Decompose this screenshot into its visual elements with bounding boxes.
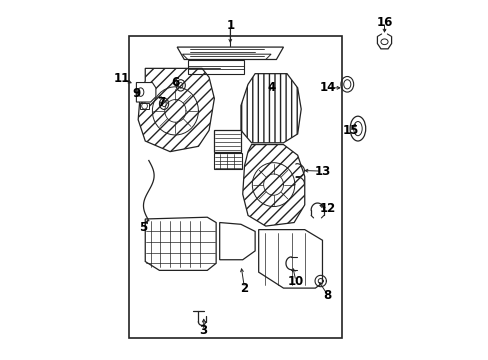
Polygon shape	[214, 153, 241, 169]
Bar	[129, 36, 341, 338]
Polygon shape	[242, 145, 304, 226]
Polygon shape	[258, 230, 322, 288]
Polygon shape	[219, 222, 255, 260]
Text: 4: 4	[266, 81, 275, 94]
Text: 8: 8	[323, 289, 331, 302]
Text: 13: 13	[314, 165, 330, 177]
Polygon shape	[241, 74, 301, 143]
Text: 10: 10	[287, 275, 304, 288]
Text: 9: 9	[132, 87, 140, 100]
Text: 5: 5	[139, 221, 147, 234]
Polygon shape	[145, 217, 216, 270]
Polygon shape	[214, 130, 241, 152]
Text: 15: 15	[342, 124, 358, 137]
Text: 1: 1	[226, 19, 234, 32]
Text: 16: 16	[376, 16, 392, 29]
Text: 14: 14	[319, 81, 335, 94]
Text: 12: 12	[319, 202, 335, 215]
Text: 2: 2	[240, 282, 248, 294]
Text: 3: 3	[199, 324, 207, 337]
Text: 11: 11	[114, 72, 130, 85]
Text: 6: 6	[171, 76, 179, 89]
Polygon shape	[136, 82, 156, 102]
Polygon shape	[138, 68, 214, 152]
Polygon shape	[140, 103, 148, 109]
Text: 7: 7	[157, 95, 165, 108]
